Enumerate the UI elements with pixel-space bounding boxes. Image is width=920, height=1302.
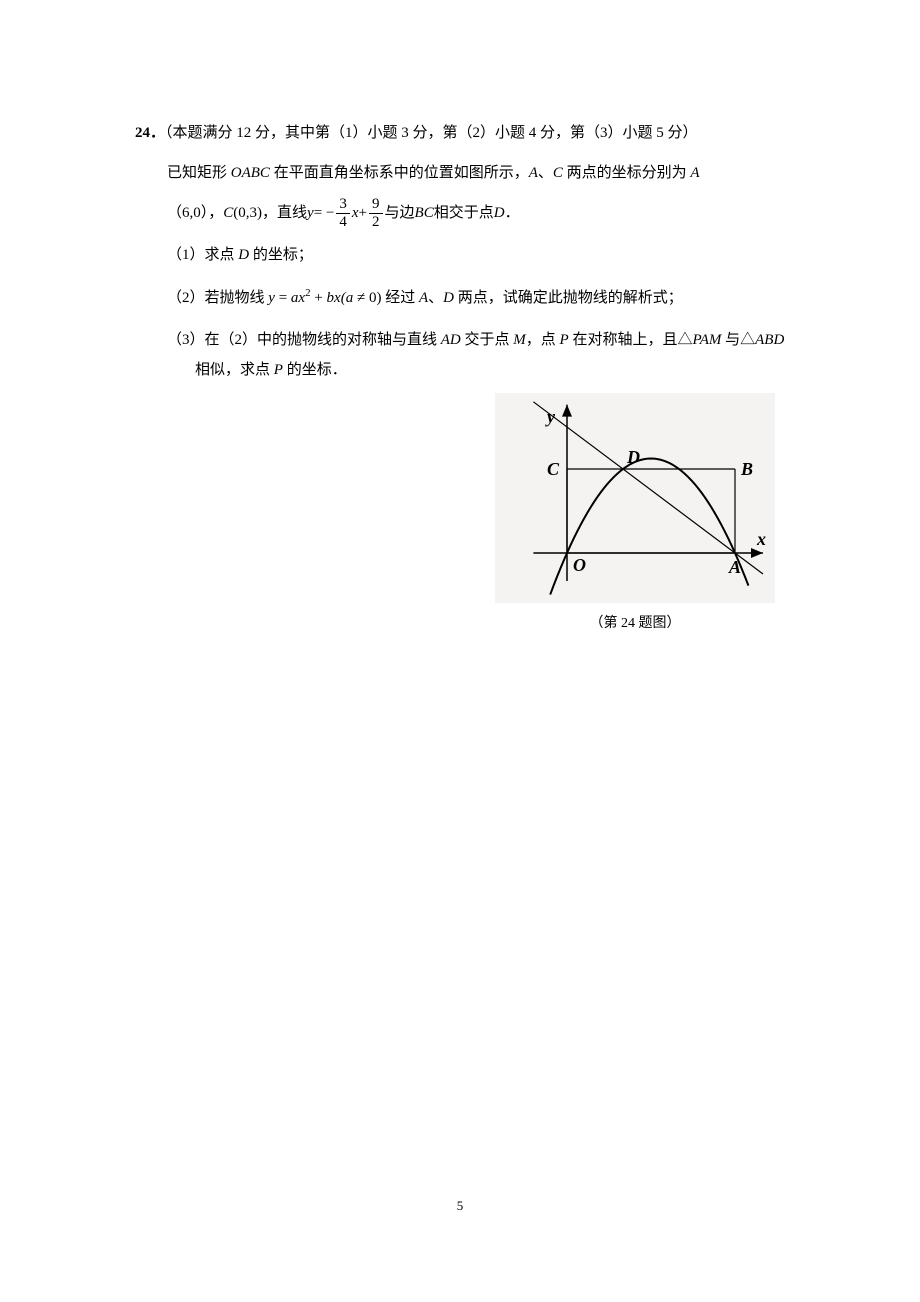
- svg-text:A: A: [728, 557, 741, 577]
- svg-text:B: B: [740, 459, 753, 479]
- figure-caption: （第 24 题图）: [495, 612, 775, 632]
- question-number: 24．: [135, 125, 165, 141]
- svg-text:y: y: [545, 407, 556, 427]
- subquestion-1: （1）求点 D 的坐标；: [135, 240, 785, 270]
- page-number: 5: [0, 1198, 920, 1214]
- figure-block: y x O A B C D （第 24 题图）: [135, 393, 785, 632]
- figure: y x O A B C D （第 24 题图）: [495, 393, 775, 632]
- page-content: 24．（本题满分 12 分，其中第（1）小题 3 分，第（2）小题 4 分，第（…: [0, 0, 920, 632]
- geometry-diagram: y x O A B C D: [495, 393, 775, 603]
- fraction-2: 9 2: [369, 196, 383, 230]
- svg-text:C: C: [547, 459, 560, 479]
- subquestion-3-line2: 相似，求点 P 的坐标．: [135, 355, 785, 385]
- paragraph-2: （6,0）， C (0,3)，直线 y = − 3 4 x + 9 2 与边 B…: [135, 196, 785, 230]
- subquestion-2: （2）若抛物线 y = ax2 + bx(a ≠ 0) 经过 A、D 两点，试确…: [135, 282, 785, 313]
- header-text: （本题满分 12 分，其中第（1）小题 3 分，第（2）小题 4 分，第（3）小…: [165, 125, 698, 141]
- svg-text:x: x: [756, 529, 766, 549]
- paragraph-1: 已知矩形 OABC 在平面直角坐标系中的位置如图所示，A、C 两点的坐标分别为 …: [135, 158, 785, 188]
- subquestion-3-line1: （3）在（2）中的抛物线的对称轴与直线 AD 交于点 M，点 P 在对称轴上，且…: [135, 325, 785, 355]
- fraction-1: 3 4: [336, 196, 350, 230]
- svg-text:O: O: [573, 555, 586, 575]
- question-header: 24．（本题满分 12 分，其中第（1）小题 3 分，第（2）小题 4 分，第（…: [135, 118, 785, 148]
- svg-text:D: D: [626, 447, 640, 467]
